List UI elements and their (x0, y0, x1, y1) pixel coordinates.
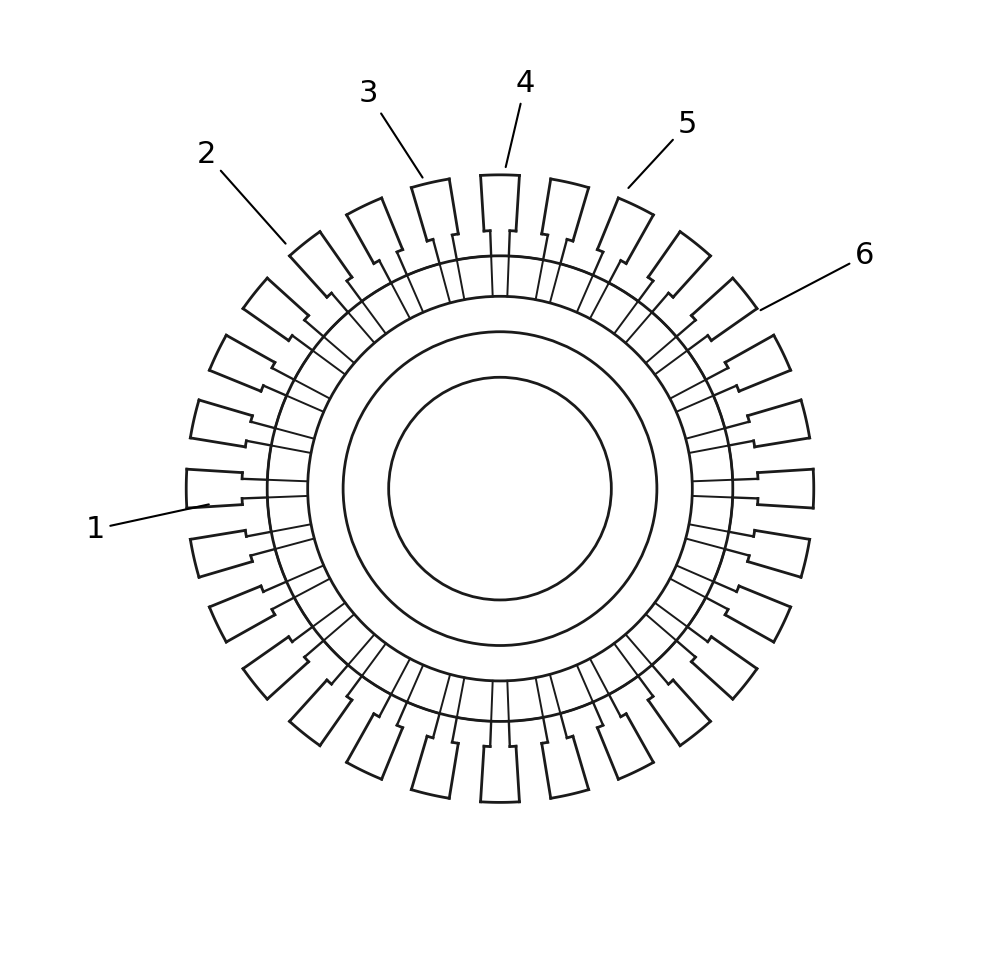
Text: 6: 6 (761, 241, 874, 310)
Text: 3: 3 (359, 79, 423, 178)
Text: 2: 2 (197, 140, 286, 244)
Text: 4: 4 (506, 69, 535, 167)
Text: 5: 5 (628, 110, 697, 188)
Text: 1: 1 (85, 504, 209, 544)
